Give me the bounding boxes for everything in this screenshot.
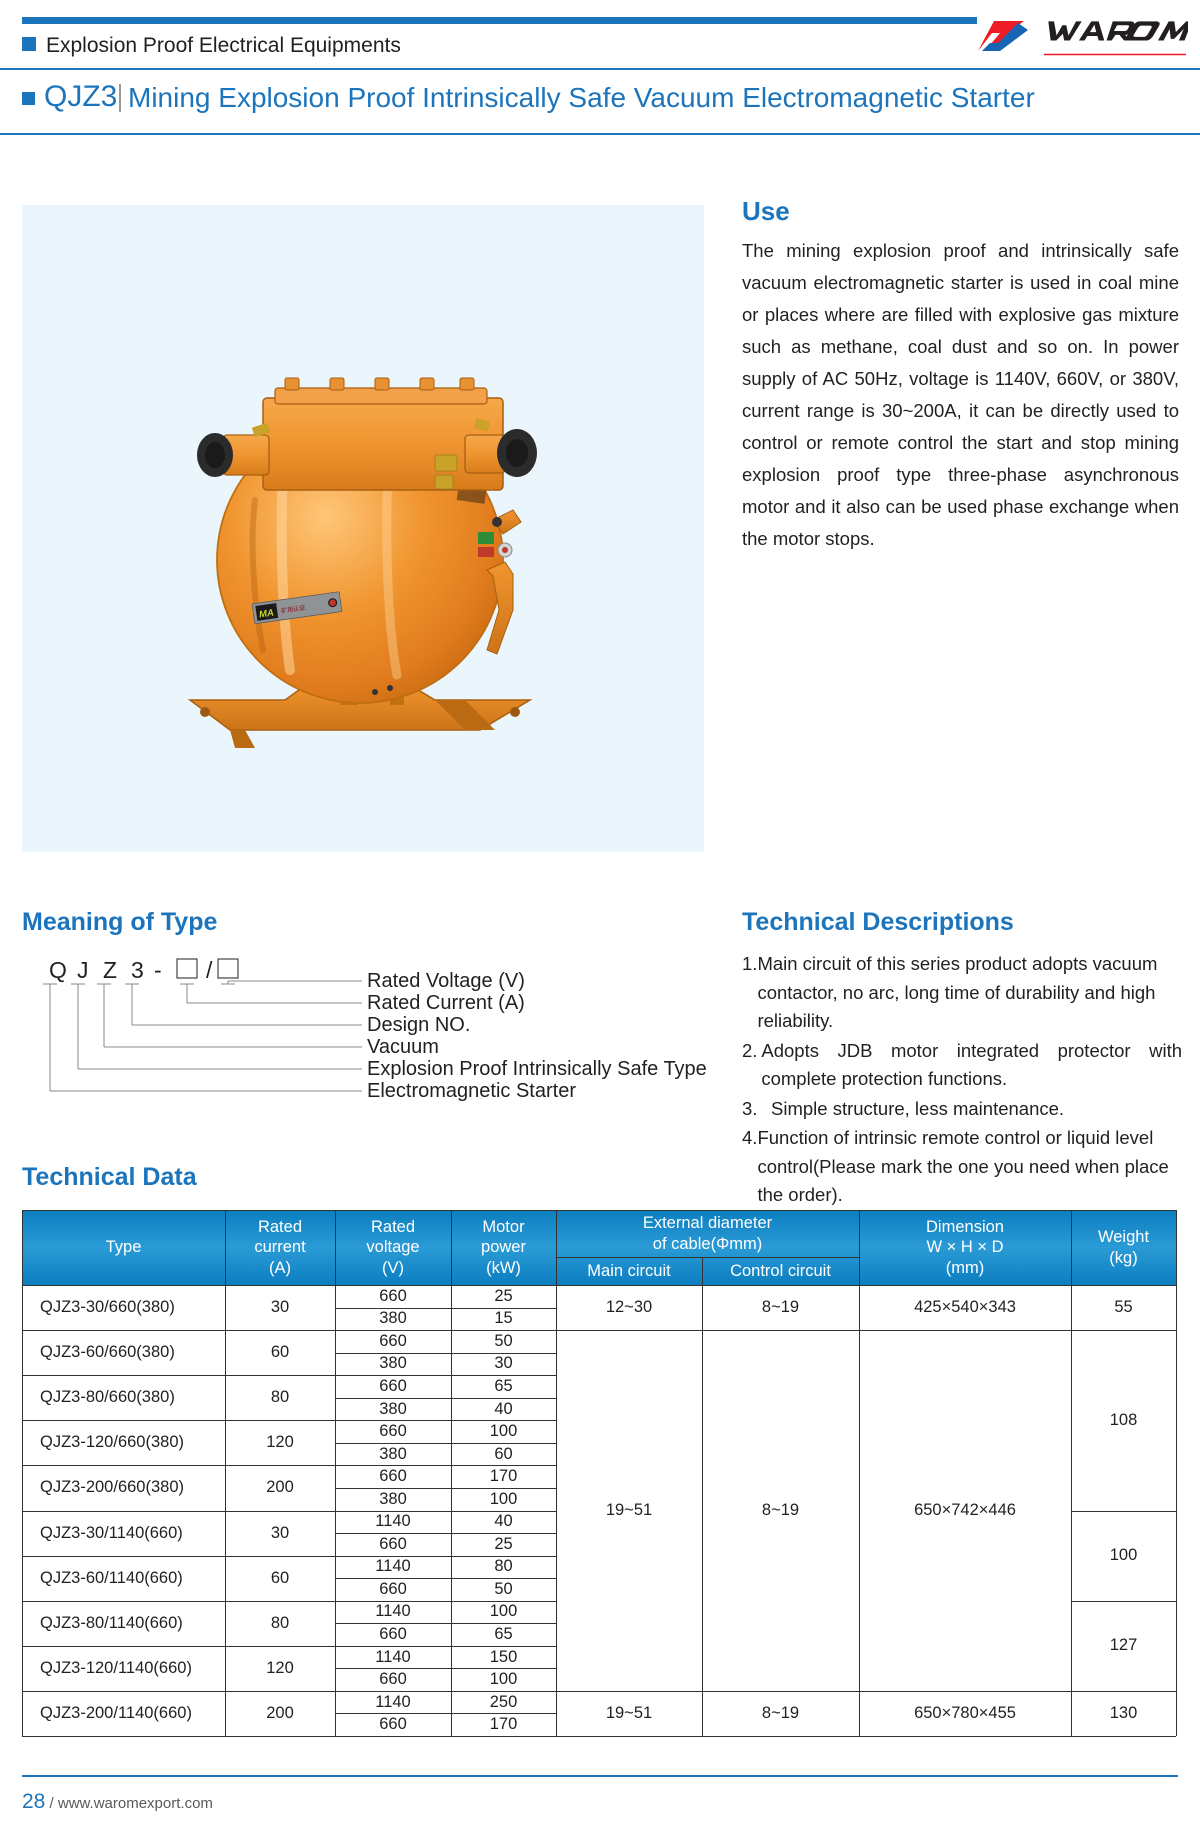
svg-text:3: 3 — [131, 958, 144, 983]
svg-text:Explosion Proof Intrinsically: Explosion Proof Intrinsically Safe Type — [367, 1058, 707, 1080]
svg-text:Design NO.: Design NO. — [367, 1014, 470, 1036]
svg-text:Electromagnetic Starter: Electromagnetic Starter — [367, 1080, 576, 1102]
svg-text:-: - — [154, 958, 162, 983]
svg-text:Z: Z — [103, 958, 117, 983]
svg-text:Rated Current (A): Rated Current (A) — [367, 992, 525, 1014]
svg-text:/: / — [206, 958, 213, 983]
svg-text:Vacuum: Vacuum — [367, 1036, 439, 1058]
svg-text:Q: Q — [49, 958, 67, 983]
svg-text:J: J — [77, 958, 89, 983]
svg-text:Rated Voltage (V): Rated Voltage (V) — [367, 970, 525, 992]
svg-text:MA: MA — [258, 608, 274, 621]
